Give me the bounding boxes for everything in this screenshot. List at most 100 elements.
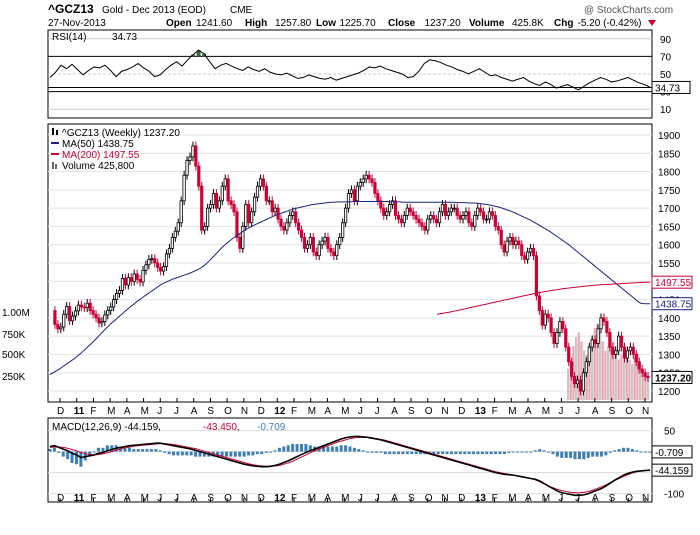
candle-body [440,204,445,213]
candle-body [138,279,142,283]
candle-body [170,236,174,249]
stat-value: 1225.70 [340,18,377,29]
macd-histogram-bar [198,451,202,457]
candle-body [464,211,468,216]
rsi-current-box [651,80,691,94]
volume-bar [633,357,636,400]
stat-label: Chg [554,18,573,29]
candle-body [103,314,107,322]
candle-body [141,269,145,283]
volume-bar [599,332,602,400]
x-tick-label: A [391,493,398,504]
candle-body [611,346,615,355]
candle-body [467,211,471,224]
candle-body [602,317,606,322]
x-tick-label: D [458,493,465,504]
macd-histogram-bar [410,451,414,455]
macd-histogram-bar [551,451,555,455]
candle-body [235,211,239,238]
volume-bar [577,332,580,400]
macd-histogram-bar [635,450,639,452]
macd-line [49,435,651,497]
x-tick-label: J [174,493,179,504]
macd-histogram-bar [299,444,303,452]
candle-body [481,211,486,220]
candle-body [567,346,571,363]
candle-legend-icon [52,128,54,135]
candle-body [490,211,494,216]
volume-bar [620,355,623,400]
candle-body [646,375,650,378]
candle-body [505,240,509,253]
x-tick-label: J [174,406,179,417]
rsi-legend-value: 34.73 [112,32,137,43]
price-tick-label: 1600 [658,241,681,252]
volume-tick-label: 1.00M [2,308,30,319]
macd-histogram-bar [507,451,511,453]
x-tick-label: O [425,493,433,504]
volume-bar [615,350,618,400]
volume-bar [607,346,610,400]
price-tick-label: 1750 [658,186,681,197]
volume-bar [612,341,615,400]
macd-histogram-bar [251,451,255,456]
macd-histogram-bar [189,451,193,456]
macd-histogram-bar [626,447,630,452]
macd-histogram-bar [560,451,564,458]
x-tick-label: M [542,493,550,504]
price-legend-label: MA(50) 1438.75 [62,139,134,150]
macd-histogram-bar [79,451,83,467]
macd-histogram-bar [357,449,361,452]
candle-body [73,310,78,317]
candle-body [85,302,89,309]
ma50-line [49,201,650,375]
stat-label: High [245,18,267,29]
macd-histogram-bar [57,451,61,453]
volume-bar [601,341,604,400]
macd-histogram-bar [48,449,52,452]
candle-body [432,215,436,220]
x-tick-label: M [308,493,316,504]
candle-body [132,273,136,282]
volume-bar [641,368,644,400]
macd-histogram-bar [220,451,224,457]
candle-body [520,244,524,257]
candle-body [297,222,301,231]
macd-histogram-bar [286,445,290,452]
x-tick-label: O [425,406,433,417]
macd-histogram-bar [595,451,599,457]
x-tick-label: A [324,406,331,417]
candle-body [244,204,248,227]
rsi-current-label: 34.73 [655,83,680,94]
candle-body [282,226,286,231]
macd-histogram-bar [352,447,356,452]
candle-body [208,204,213,209]
macd-histogram-bar [617,449,621,452]
macd-histogram-bar [132,449,136,452]
macd-histogram-bar [176,451,180,456]
macd-histogram-bar [273,450,277,452]
volume-tick-label: 750K [2,330,26,341]
header-exchange: CME [230,5,253,16]
x-tick-label: 13 [475,406,487,417]
macd-histogram-bar [467,451,471,455]
candle-body [399,218,403,224]
rsi-tick-label: 10 [660,105,672,116]
x-tick-label: 12 [274,493,286,504]
x-tick-label: D [57,406,64,417]
candle-body [109,306,113,311]
candle-body [299,229,304,238]
candle-body [191,145,195,158]
candle-body [502,244,506,253]
rsi-line [49,49,651,91]
macd-histogram-bar [502,451,506,455]
candle-body [496,226,500,231]
x-tick-label: 12 [274,406,286,417]
macd-histogram-bar [630,449,634,452]
macd-tick-label: 50 [664,427,676,438]
x-tick-label: A [124,493,131,504]
macd-histogram-bar [167,451,171,455]
candle-body [631,346,635,355]
candle-body [534,255,539,297]
